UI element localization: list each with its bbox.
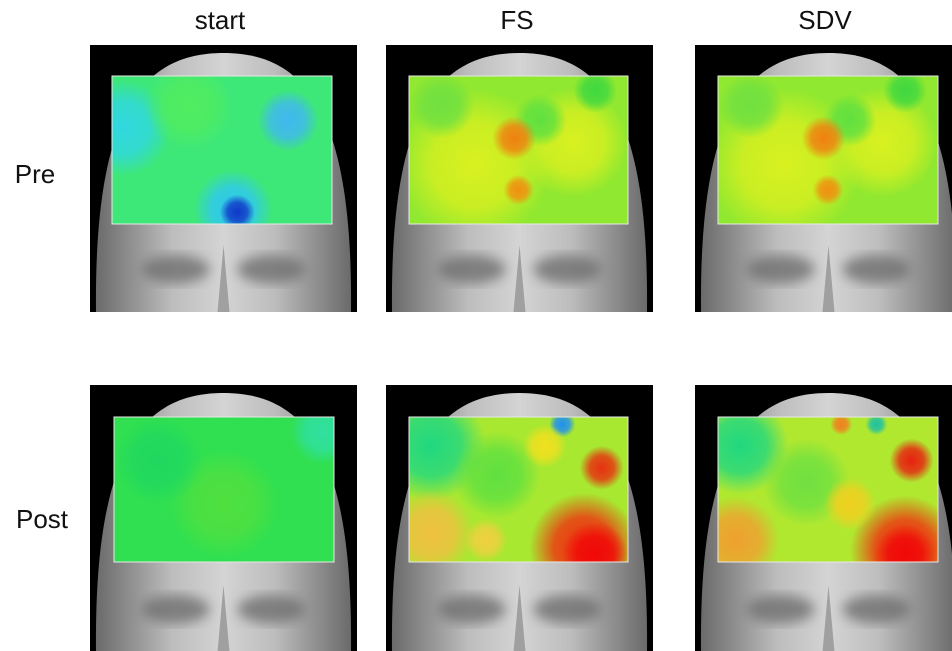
eye-socket bbox=[437, 595, 506, 624]
heatmap-blob bbox=[812, 174, 844, 206]
heatmap-blob bbox=[579, 445, 624, 490]
heatmap-blob bbox=[562, 521, 628, 562]
heatmap-blob bbox=[522, 424, 567, 468]
head-panel bbox=[695, 385, 952, 651]
heatmap-blob bbox=[823, 477, 877, 531]
heatmap bbox=[718, 76, 938, 224]
heatmap-blob bbox=[883, 76, 927, 113]
eye-socket bbox=[237, 255, 306, 284]
eye-socket bbox=[842, 255, 911, 284]
nose bbox=[513, 245, 526, 312]
heatmap-blob bbox=[452, 431, 541, 519]
heatmap-border bbox=[111, 75, 333, 225]
heatmap-blob bbox=[492, 116, 537, 161]
heatmap bbox=[112, 76, 332, 224]
heatmap-border bbox=[113, 416, 335, 563]
heatmap-border bbox=[408, 75, 629, 225]
heatmap-blob bbox=[409, 489, 475, 562]
heatmap-blob bbox=[718, 76, 784, 139]
heatmap-blob bbox=[290, 417, 334, 465]
nose bbox=[217, 245, 230, 312]
heatmap-blob bbox=[409, 76, 475, 139]
column-title: FS bbox=[500, 5, 533, 35]
nose bbox=[822, 585, 835, 651]
heatmap-border bbox=[717, 75, 939, 225]
row-label: Post bbox=[16, 504, 69, 534]
heatmap-border bbox=[717, 416, 939, 563]
column-title: SDV bbox=[798, 5, 852, 35]
eye-socket bbox=[842, 595, 911, 624]
eye-socket bbox=[746, 255, 815, 284]
heatmap-blob bbox=[219, 194, 255, 224]
heatmap-blob bbox=[114, 417, 202, 505]
head-panel bbox=[386, 385, 653, 651]
heatmap bbox=[114, 417, 334, 562]
heatmap-blob bbox=[874, 523, 936, 562]
head-panel bbox=[695, 45, 952, 312]
row-label: Pre bbox=[15, 159, 55, 189]
eye-socket bbox=[533, 595, 602, 624]
heatmap bbox=[409, 76, 628, 224]
heatmap-blob bbox=[463, 518, 508, 562]
heatmap-blob bbox=[257, 89, 319, 152]
heatmap-blob bbox=[145, 76, 233, 150]
heatmap-border bbox=[408, 416, 629, 563]
head-panel bbox=[386, 45, 653, 312]
eye-socket bbox=[437, 255, 506, 284]
heatmap-blob bbox=[865, 417, 888, 436]
heatmap-blob bbox=[801, 116, 846, 161]
heatmap-blob bbox=[503, 174, 534, 206]
heatmap bbox=[718, 417, 938, 562]
column-title: start bbox=[195, 5, 246, 35]
eye-socket bbox=[237, 595, 306, 624]
heatmap-blob bbox=[830, 417, 853, 436]
heatmap-blob bbox=[718, 496, 780, 562]
head-panel bbox=[90, 45, 357, 312]
eye-socket bbox=[141, 595, 210, 624]
eye-socket bbox=[141, 255, 210, 284]
heatmap-blob bbox=[573, 76, 618, 113]
eye-socket bbox=[746, 595, 815, 624]
heatmap bbox=[409, 417, 628, 562]
nose bbox=[217, 585, 230, 651]
head-panel bbox=[90, 385, 357, 651]
eye-socket bbox=[533, 255, 602, 284]
nose bbox=[822, 245, 835, 312]
nose bbox=[513, 585, 526, 651]
heatmap-blob bbox=[889, 438, 934, 483]
